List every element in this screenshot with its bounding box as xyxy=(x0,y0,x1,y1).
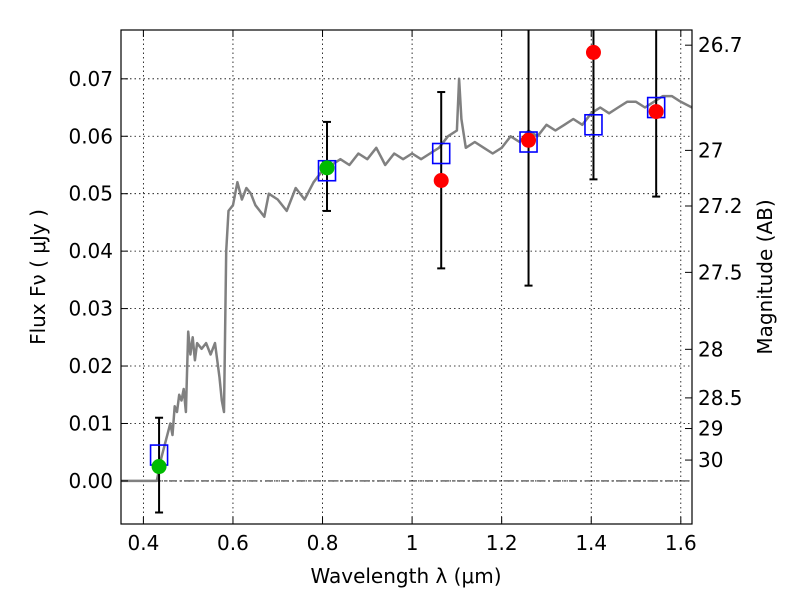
plot-content xyxy=(121,30,692,524)
model-photometry-square xyxy=(431,142,451,165)
y2-axis-label: Magnitude (AB) xyxy=(753,199,777,354)
detection-point xyxy=(151,459,167,475)
y2-tick-label: 27.2 xyxy=(698,194,743,218)
axes: 0.4 0.6 0.8 1 1.2 1.4 1.6 0.00 0.01 0.02 0.03 0.04 0… xyxy=(68,29,743,555)
y2-tick-label: 30 xyxy=(698,448,723,472)
y-tick-label: 0.07 xyxy=(68,67,113,91)
y2-tick-label: 28 xyxy=(698,337,723,361)
plot-frame xyxy=(120,29,693,525)
detection-point xyxy=(319,160,335,176)
x-tick-label: 1.2 xyxy=(486,531,518,555)
y2-tick-label: 26.7 xyxy=(698,33,743,57)
x-axis-label: Wavelength λ (μm) xyxy=(310,564,501,588)
x-tick-label: 0.4 xyxy=(127,531,159,555)
x-tick-label: 0.6 xyxy=(217,531,249,555)
model-photometry-square xyxy=(584,113,603,136)
upper-point xyxy=(648,104,664,120)
model-sed-line xyxy=(121,77,692,483)
x-tick-label: 1 xyxy=(406,531,419,555)
x-tick-label: 1.6 xyxy=(665,531,697,555)
y-tick-label: 0.02 xyxy=(68,354,113,378)
x-tick-label: 1.4 xyxy=(575,531,607,555)
model-photometry-square xyxy=(519,131,538,153)
y-tick-label: 0.01 xyxy=(68,411,113,435)
upper-point xyxy=(521,132,537,148)
y2-tick-label: 27.5 xyxy=(698,260,743,284)
upper-point xyxy=(585,44,601,60)
y2-tick-label: 29 xyxy=(698,417,723,441)
y2-tick-label: 28.5 xyxy=(698,386,743,410)
y-tick-label: 0.04 xyxy=(68,239,113,263)
y-tick-label: 0.05 xyxy=(68,182,113,206)
y2-tick-label: 27 xyxy=(698,138,723,162)
y-tick-label: 0.03 xyxy=(68,297,113,321)
x-tick-label: 0.8 xyxy=(307,531,339,555)
y-tick-label: 0.00 xyxy=(68,469,113,493)
y-tick-label: 0.06 xyxy=(68,124,113,148)
plot-area xyxy=(121,30,692,524)
y-axis-label: Flux Fν ( μJy ) xyxy=(26,209,50,345)
upper-point xyxy=(433,172,449,188)
